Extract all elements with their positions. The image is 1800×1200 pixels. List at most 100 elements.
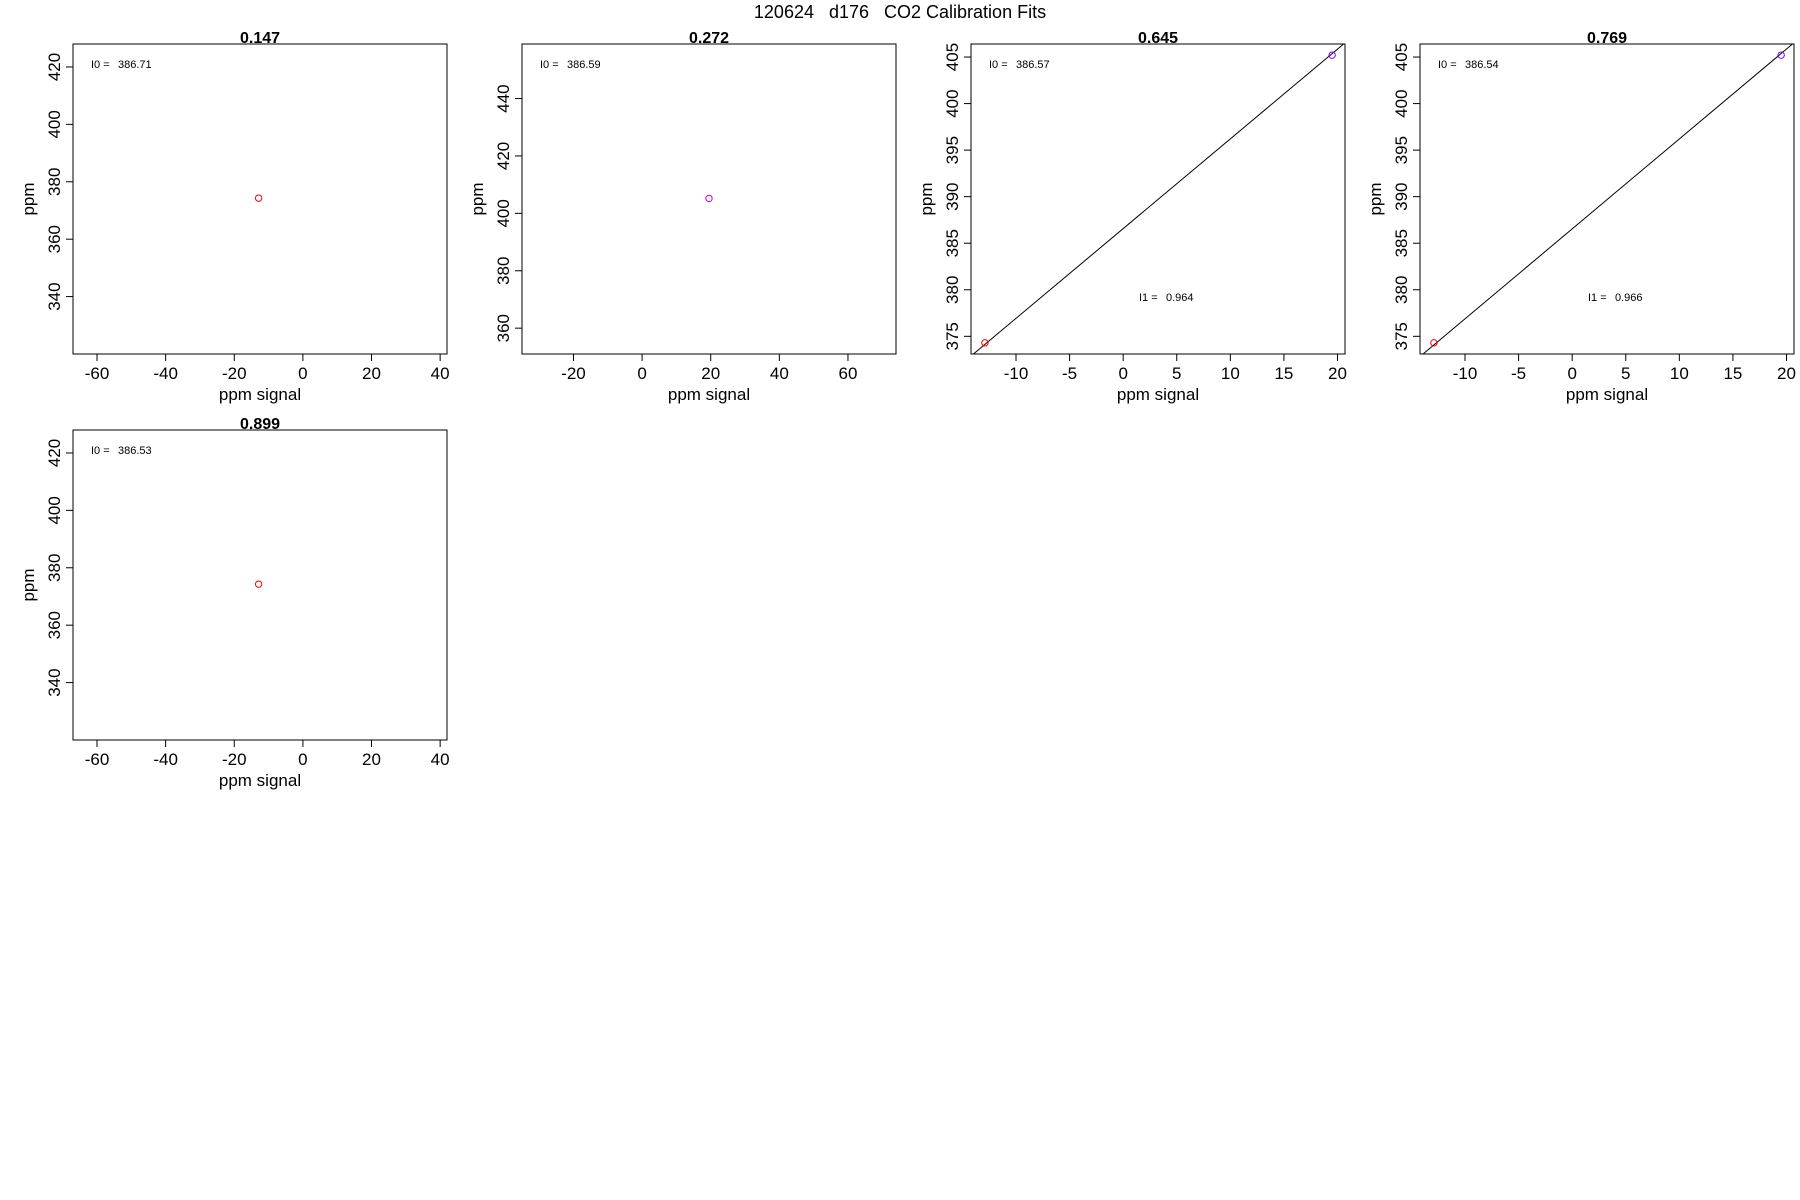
y-tick-label: 405 — [943, 43, 962, 71]
panel-1: 0.147 -60 -40 -20 0 20 40 ppm signal 340 360 380 40… — [19, 30, 450, 404]
x-tick-label: 20 — [1777, 364, 1796, 383]
slope-label: I1 = — [1139, 292, 1158, 304]
y-tick-label: 380 — [45, 168, 64, 196]
slope-value: 0.964 — [1166, 292, 1194, 304]
y-tick-label: 375 — [1392, 322, 1411, 350]
intercept-label: I0 = — [91, 59, 110, 71]
x-tick-label: 5 — [1172, 364, 1181, 383]
y-tick-label: 420 — [45, 53, 64, 81]
x-tick-label: -10 — [1453, 364, 1478, 383]
x-tick-label: -20 — [222, 750, 247, 769]
x-tick-label: -40 — [153, 364, 178, 383]
y-tick-label: 420 — [45, 439, 64, 467]
y-tick-label: 400 — [45, 496, 64, 524]
y-tick-label: 380 — [45, 554, 64, 582]
x-tick-label: -20 — [222, 364, 247, 383]
y-tick-label: 395 — [1392, 136, 1411, 164]
x-tick-label: 40 — [431, 364, 450, 383]
figure-title: 120624 d176 CO2 Calibration Fits — [753, 2, 1047, 22]
slope-value: 0.966 — [1615, 292, 1643, 304]
x-tick-label: 0 — [298, 750, 307, 769]
data-point — [254, 580, 263, 588]
x-axis-label: ppm signal — [1566, 385, 1648, 404]
x-tick-label: 40 — [431, 750, 450, 769]
data-point — [1430, 339, 1438, 347]
intercept-label: I0 = — [540, 59, 559, 71]
y-tick-label: 360 — [45, 225, 64, 253]
x-tick-label: -40 — [153, 750, 178, 769]
data-point — [705, 194, 713, 203]
x-tick-label: 0 — [1567, 364, 1576, 383]
intercept-value: 386.71 — [118, 59, 152, 71]
x-tick-label: 10 — [1221, 364, 1240, 383]
x-tick-label: 40 — [770, 364, 789, 383]
intercept-value: 386.59 — [567, 59, 601, 71]
x-axis-label: ppm signal — [219, 771, 301, 790]
x-axis-label: ppm signal — [1117, 385, 1199, 404]
y-tick-label: 390 — [943, 182, 962, 210]
intercept-value: 386.53 — [118, 445, 152, 457]
data-point — [1328, 51, 1336, 59]
plot-frame — [521, 43, 897, 355]
y-tick-label: 385 — [1392, 229, 1411, 257]
x-tick-label: 20 — [362, 750, 381, 769]
y-tick-label: 390 — [1392, 182, 1411, 210]
y-tick-label: 340 — [45, 668, 64, 696]
data-point — [981, 339, 989, 347]
panel-2: 0.272 -20 0 20 40 60 ppm signal 360 380 400 420 440… — [468, 30, 897, 404]
panel-3: 0.645 -10 -5 0 5 10 15 20 ppm signal 375 380 385 390… — [917, 30, 1347, 404]
y-axis-label: ppm — [1366, 182, 1385, 215]
panel-title: 0.645 — [1138, 30, 1178, 47]
x-tick-label: 0 — [637, 364, 646, 383]
fit-line — [1422, 44, 1794, 354]
plot-frame — [1419, 43, 1795, 355]
x-tick-label: 0 — [298, 364, 307, 383]
y-tick-label: 380 — [1392, 276, 1411, 304]
y-tick-label: 380 — [943, 276, 962, 304]
y-tick-label: 420 — [494, 142, 513, 170]
panel-5: 0.899 -60 -40 -20 0 20 40 ppm signal 340 360 380 40… — [19, 416, 450, 790]
x-tick-label: 0 — [1118, 364, 1127, 383]
x-tick-label: -10 — [1004, 364, 1029, 383]
y-tick-label: 375 — [943, 322, 962, 350]
intercept-value: 386.57 — [1016, 59, 1050, 71]
y-axis-label: ppm — [19, 182, 38, 215]
panel-title: 0.769 — [1587, 30, 1627, 47]
y-tick-label: 395 — [943, 136, 962, 164]
plot-frame — [72, 429, 448, 741]
y-axis-label: ppm — [917, 182, 936, 215]
x-tick-label: 10 — [1670, 364, 1689, 383]
x-tick-label: 60 — [839, 364, 858, 383]
y-tick-label: 360 — [45, 611, 64, 639]
data-point — [1777, 51, 1785, 59]
x-axis-label: ppm signal — [219, 385, 301, 404]
y-axis-label: ppm — [19, 568, 38, 601]
y-tick-label: 385 — [943, 229, 962, 257]
panel-title: 0.147 — [240, 30, 280, 47]
x-tick-label: -5 — [1511, 364, 1526, 383]
intercept-label: I0 = — [91, 445, 110, 457]
panel-title: 0.272 — [689, 30, 729, 47]
x-tick-label: -60 — [85, 750, 110, 769]
x-tick-label: 20 — [362, 364, 381, 383]
x-tick-label: 5 — [1621, 364, 1630, 383]
x-tick-label: 15 — [1274, 364, 1293, 383]
y-tick-label: 360 — [494, 314, 513, 342]
x-tick-label: -60 — [85, 364, 110, 383]
y-axis-label: ppm — [468, 182, 487, 215]
x-tick-label: 20 — [701, 364, 720, 383]
y-tick-label: 440 — [494, 84, 513, 112]
plot-frame — [72, 43, 448, 355]
y-tick-label: 400 — [1392, 89, 1411, 117]
intercept-value: 386.54 — [1465, 59, 1499, 71]
y-tick-label: 340 — [45, 282, 64, 310]
y-tick-label: 380 — [494, 257, 513, 285]
x-tick-label: 15 — [1723, 364, 1742, 383]
y-tick-label: 405 — [1392, 43, 1411, 71]
x-axis-label: ppm signal — [668, 385, 750, 404]
fit-line — [972, 44, 1345, 354]
y-tick-label: 400 — [45, 110, 64, 138]
panel-title: 0.899 — [240, 416, 280, 433]
x-tick-label: 20 — [1328, 364, 1347, 383]
